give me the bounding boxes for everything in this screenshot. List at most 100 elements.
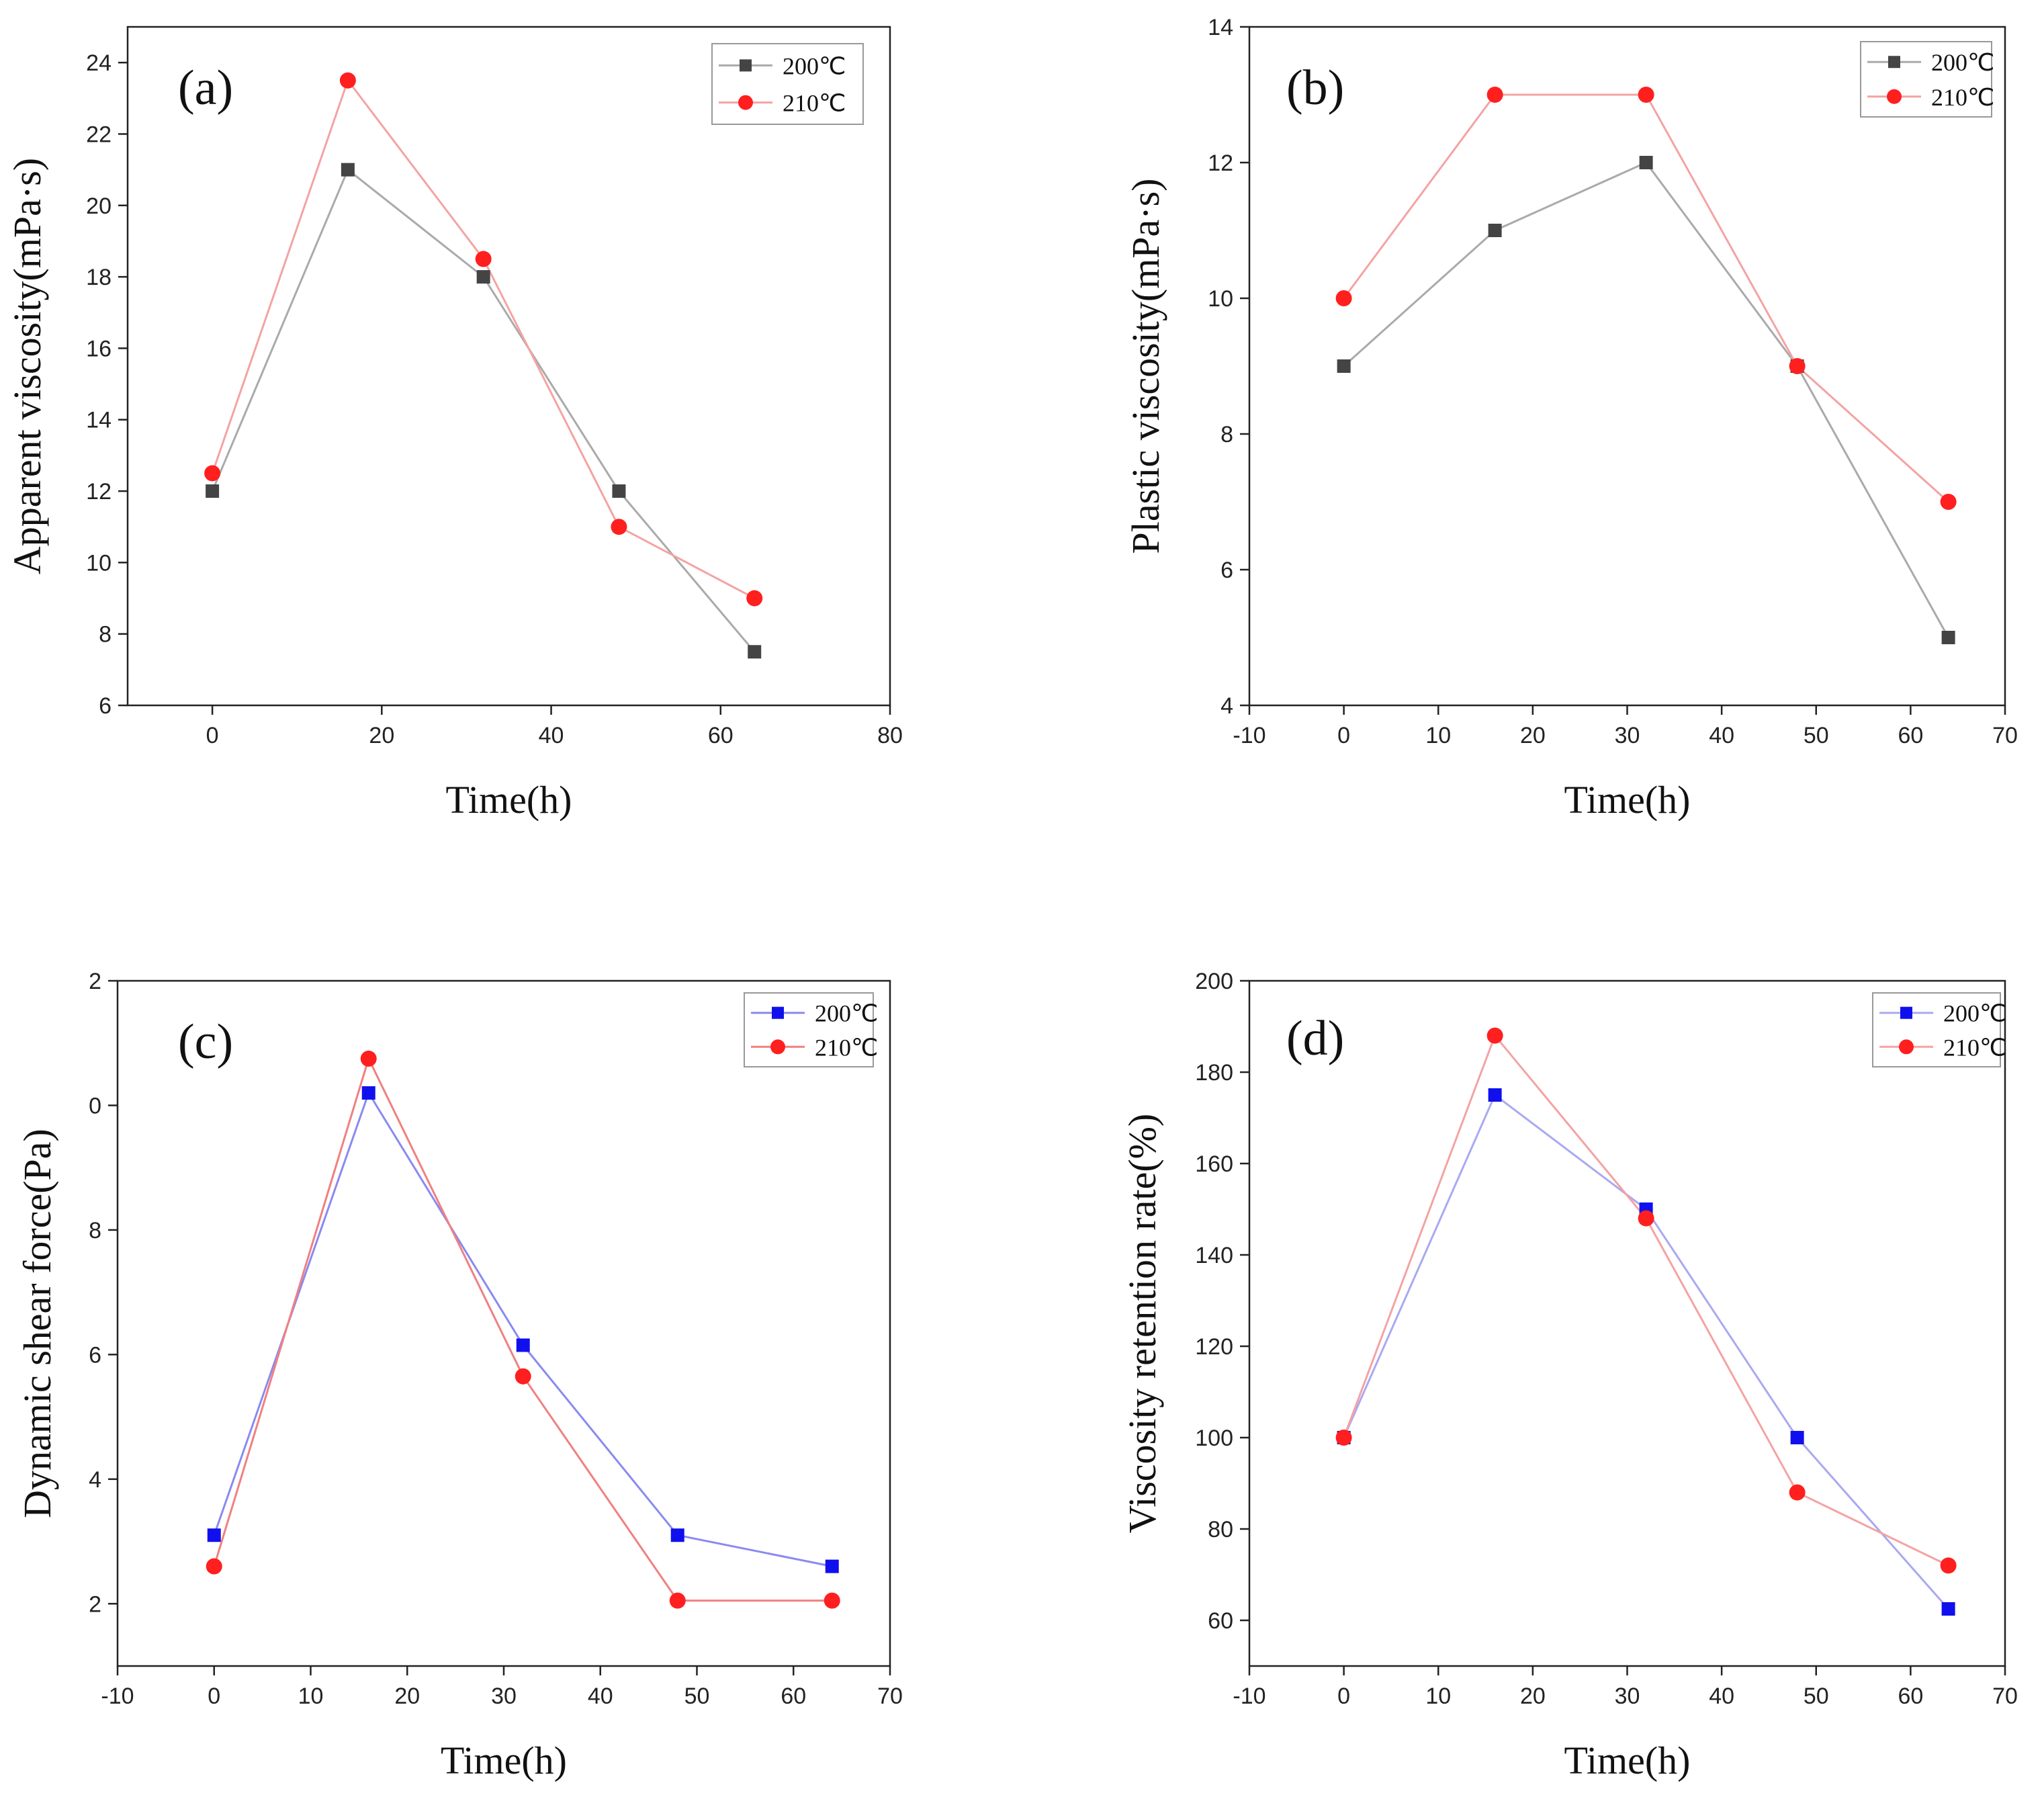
panel-c-y-tick-label: 8 [89,1218,101,1243]
panel-d-y-tick-label: 100 [1195,1426,1233,1451]
panel-b-x-tick-label: 20 [1520,723,1546,748]
panel-c-x-tick-label: 0 [208,1683,220,1709]
panel-b-x-tick-label: 0 [1337,723,1350,748]
panel-b-y-tick-label: 12 [1208,150,1233,176]
panel-d-x-tick-label: 70 [1992,1683,2018,1709]
panel-c-legend-box [744,992,874,1067]
panel-c-y-tick-label: 2 [89,969,101,994]
panel-a-y-tick-label: 16 [86,336,112,361]
panel-a-y-tick-label: 14 [86,408,112,433]
panel-d-y-tick-label: 60 [1208,1608,1233,1634]
panel-b-x-axis-title: Time(h) [1564,778,1691,822]
panel-d-series-200c-point-1 [1488,1088,1502,1102]
panel-a-y-tick-label: 24 [86,50,112,76]
panel-b-series-210c-point-4 [1940,494,1957,510]
panel-d-series-210c-point-2 [1638,1210,1654,1227]
panel-c-series-200c-point-4 [825,1559,839,1573]
panel-b-x-tick-label: 10 [1425,723,1451,748]
panel-b-series-210c-point-3 [1789,358,1806,374]
panel-c-series-200c-point-0 [207,1528,221,1542]
panel-d-x-axis-title: Time(h) [1564,1739,1691,1782]
panel-a-x-axis-title: Time(h) [446,778,572,822]
panel-b-x-tick-label: 50 [1804,723,1829,748]
panel-d: -10 0 10 20 30 40 50 60 70 60 80 100 120 140 160 180 200… [1120,969,2018,1782]
panel-c-y-axis-title: Dynamic shear force(Pa) [15,1129,59,1518]
panel-b: -10 0 10 20 30 40 50 60 70 4 6 8 10 12 14 Time(h) Plasti… [1124,15,2018,822]
panel-c-y-tick-label: 2 [89,1591,101,1617]
panel-a-x-tick-label: 40 [539,723,564,748]
panel-a-series-200c-point-2 [476,270,490,284]
panel-c-x-tick-label: 60 [781,1683,806,1709]
panel-c-x-tick-label: 50 [684,1683,710,1709]
panel-b-x-tick-label: 60 [1898,723,1923,748]
panel-d-legend-marker-0-point-0 [1900,1006,1912,1019]
panel-c-x-axis-title: Time(h) [441,1739,567,1782]
panel-c-x-tick-label: 10 [298,1683,324,1709]
panel-c-series-210c-point-0 [206,1558,222,1575]
panel-a-frame [126,26,891,707]
panel-c-series-200c-point-2 [516,1338,530,1352]
panel-a-series-210c-point-1 [339,72,356,89]
panel-b-y-tick-label: 10 [1208,286,1233,312]
panel-b-series-210c-point-0 [1335,290,1352,306]
panel-b-x-tick-label: 70 [1992,723,2018,748]
panel-c-legend-label-0: 200℃ [815,1000,878,1027]
panel-a-series-210c-point-0 [204,465,221,482]
panel-b-y-axis-title: Plastic viscosity(mPa·s) [1124,178,1167,554]
panel-d-x-tick-label: 10 [1425,1683,1451,1709]
panel-d-y-tick-label: 80 [1208,1517,1233,1542]
panel-d-y-tick-label: 160 [1195,1151,1233,1177]
panel-c-series-210c-point-2 [515,1368,531,1385]
panel-a-y-tick-label: 8 [99,622,112,648]
panel-d-y-tick-label: 180 [1195,1060,1233,1086]
panel-a-label: (a) [178,60,233,116]
panel-a-y-tick-label: 18 [86,265,112,290]
panel-a-x-tick-label: 60 [708,723,734,748]
panel-b-legend-marker-0-point-0 [1888,56,1900,69]
panel-b-y-tick-label: 4 [1220,693,1233,719]
panel-c-series-210c-point-4 [824,1592,840,1609]
panel-b-series-200c-point-0 [1337,359,1351,373]
panel-a-legend: 200℃ 210℃ [711,43,864,125]
panel-b-y-tick-label: 8 [1220,422,1233,447]
panel-c-x-tick-label: 30 [491,1683,517,1709]
panel-c-series-200c-point-1 [361,1086,375,1100]
panel-c-x-tick-label: 70 [877,1683,903,1709]
panel-a-x-tick-label: 0 [206,723,219,748]
panel-c-series-210c-point-3 [669,1592,686,1609]
panel-b-x-tick-label: 40 [1709,723,1734,748]
panel-b-series-210c-point-2 [1638,87,1654,103]
panel-b-x-tick-label: -10 [1233,723,1265,748]
panel-a-legend-marker-1-point-0 [738,95,753,110]
panel-a-series-200c-point-0 [206,484,220,498]
panel-d-y-axis-title: Viscosity retention rate(%) [1120,1114,1164,1534]
panel-a-series-200c-point-1 [341,163,355,177]
panel-d-series-210c-point-4 [1940,1557,1957,1574]
panel-a-series-200c-point-4 [748,645,762,659]
panel-b-legend: 200℃ 210℃ [1860,41,1994,118]
panel-a-y-tick-label: 20 [86,193,112,219]
panel-b-series-210c-point-1 [1486,87,1503,103]
panel-b-series-200c-point-1 [1488,224,1502,237]
panel-a-series-210c-point-2 [475,251,492,267]
panel-d-series-200c-point-4 [1941,1602,1955,1616]
panel-b-legend-box [1860,41,1992,118]
panel-d-legend-marker-1-point-0 [1899,1039,1914,1055]
panel-a-legend-box [711,43,864,125]
panel-a-legend-marker-0-point-0 [740,59,752,72]
panel-c-series-200c-point-3 [670,1528,684,1542]
panel-d-y-tick-label: 120 [1195,1334,1233,1360]
panel-c-x-tick-label: 40 [588,1683,613,1709]
panel-d-x-tick-label: 50 [1804,1683,1829,1709]
panel-d-series-210c-point-0 [1335,1430,1352,1446]
panel-d-series-210c-point-1 [1486,1027,1503,1044]
panel-d-x-tick-label: -10 [1233,1683,1265,1709]
panel-c-y-tick-label: 6 [89,1342,101,1368]
panel-c-label: (c) [178,1014,233,1069]
panel-c-y-tick-label: 4 [89,1467,101,1493]
panel-b-series-200c-point-4 [1941,631,1955,644]
panel-d-x-tick-label: 20 [1520,1683,1546,1709]
panel-b-series-200c-point-2 [1639,156,1653,169]
panel-a-series-210c-point-3 [611,519,627,535]
